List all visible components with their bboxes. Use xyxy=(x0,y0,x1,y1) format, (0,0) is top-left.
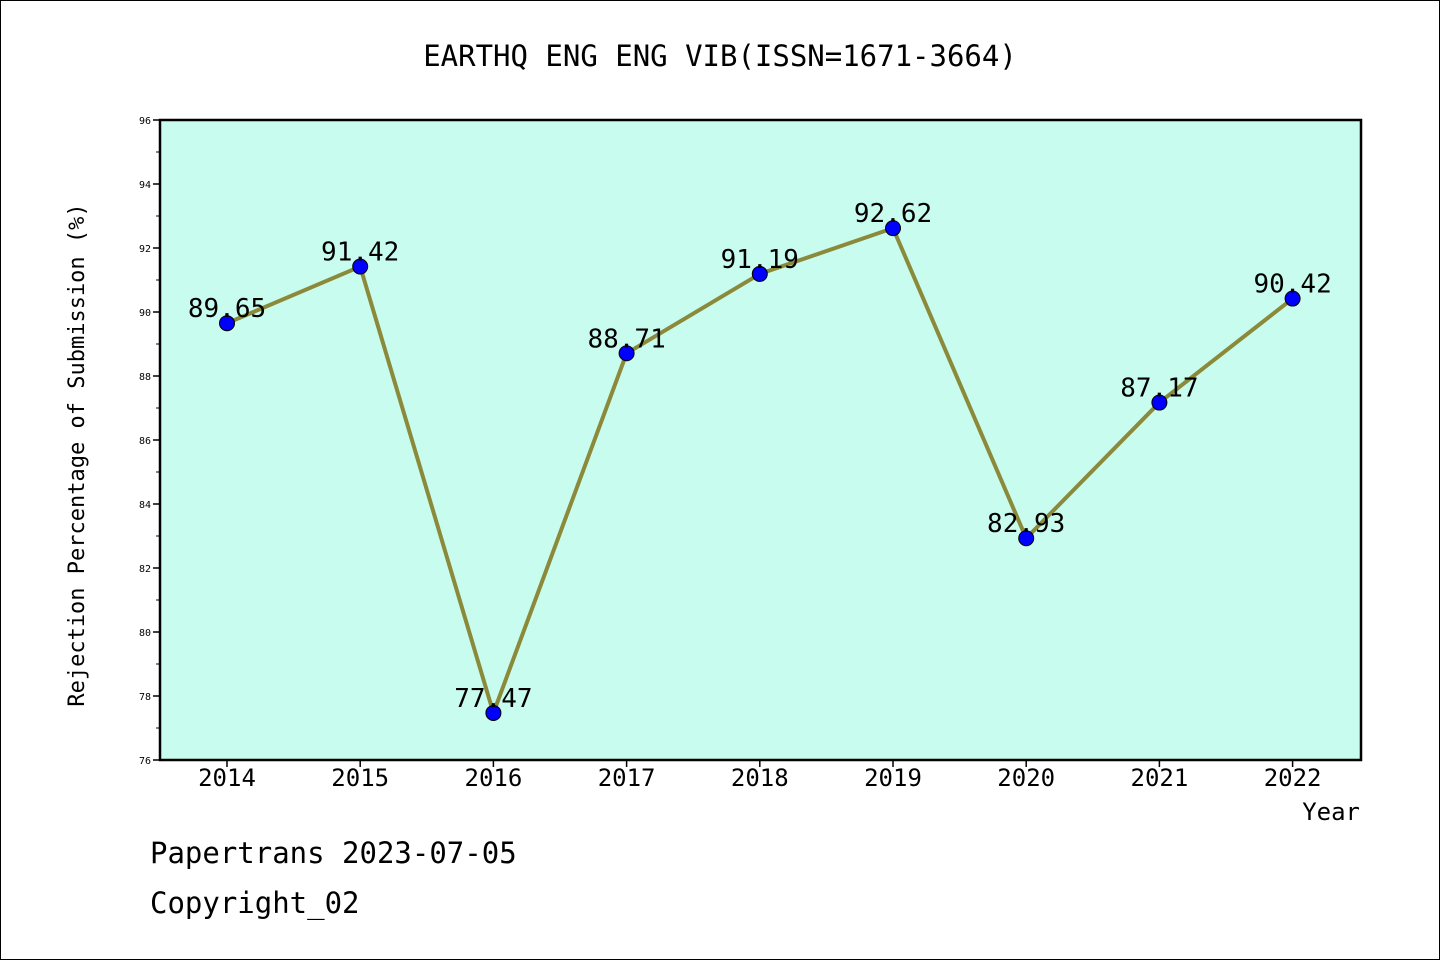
data-label: 90.42 xyxy=(1253,270,1331,300)
x-tick-label: 2022 xyxy=(1264,764,1322,792)
x-tick-label: 2014 xyxy=(198,764,256,792)
x-tick-label: 2018 xyxy=(731,764,789,792)
y-tick-label: 96 xyxy=(139,116,151,127)
data-label: 77.47 xyxy=(454,684,532,714)
data-label: 91.19 xyxy=(721,245,799,275)
y-tick-label: 94 xyxy=(139,180,151,191)
footer-copyright: Copyright_02 xyxy=(150,886,360,920)
data-label: 91.42 xyxy=(321,238,399,268)
x-axis-label: Year xyxy=(1302,798,1360,826)
y-tick-label: 92 xyxy=(139,244,151,255)
y-tick-label: 84 xyxy=(139,500,151,511)
y-tick-label: 76 xyxy=(139,756,151,767)
data-label: 87.17 xyxy=(1120,374,1198,404)
data-label: 82.93 xyxy=(987,509,1065,539)
y-tick-label: 82 xyxy=(139,564,151,575)
x-tick-label: 2021 xyxy=(1131,764,1189,792)
data-point xyxy=(1151,394,1168,411)
data-point xyxy=(751,265,768,282)
data-point xyxy=(618,345,635,362)
data-label: 88.71 xyxy=(587,324,665,354)
plot-area xyxy=(160,120,1361,760)
data-label: 89.65 xyxy=(188,294,266,324)
y-axis-label: Rejection Percentage of Submission (%) xyxy=(65,203,90,706)
x-tick-label: 2015 xyxy=(331,764,389,792)
y-tick-label: 80 xyxy=(139,628,151,639)
data-point xyxy=(485,704,502,721)
y-tick-label: 88 xyxy=(139,372,151,383)
y-tick-label: 90 xyxy=(139,308,151,319)
chart-title: EARTHQ ENG ENG VIB(ISSN=1671-3664) xyxy=(423,39,1017,73)
x-tick-label: 2017 xyxy=(598,764,656,792)
data-point xyxy=(352,258,369,275)
x-tick-label: 2020 xyxy=(997,764,1055,792)
data-label: 92.62 xyxy=(854,199,932,229)
x-tick-label: 2019 xyxy=(864,764,922,792)
data-point xyxy=(1284,290,1301,307)
plot-border xyxy=(158,118,1363,762)
data-point xyxy=(1018,530,1035,547)
data-point xyxy=(219,315,235,332)
footer-source: Papertrans 2023-07-05 xyxy=(150,836,517,870)
y-tick-label: 86 xyxy=(139,436,151,447)
y-tick-label: 78 xyxy=(139,692,151,703)
data-point xyxy=(885,220,901,237)
x-tick-label: 2016 xyxy=(465,764,523,792)
